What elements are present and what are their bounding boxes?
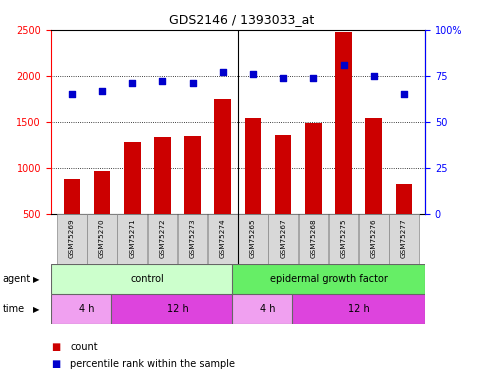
Bar: [232, 264, 425, 294]
Bar: [51, 264, 244, 294]
Bar: [275, 135, 291, 214]
Bar: [396, 184, 412, 214]
Point: [249, 71, 257, 77]
Bar: [124, 142, 141, 214]
Point: [98, 88, 106, 94]
Point: [68, 92, 76, 98]
Text: GSM75268: GSM75268: [311, 218, 316, 258]
Point: [279, 75, 287, 81]
Bar: [111, 294, 244, 324]
Text: ■: ■: [51, 342, 60, 352]
Text: agent: agent: [2, 274, 30, 284]
Bar: [94, 171, 110, 214]
Text: GSM75270: GSM75270: [99, 218, 105, 258]
Text: time: time: [2, 304, 25, 314]
Bar: [87, 214, 117, 264]
Bar: [292, 294, 425, 324]
Point: [189, 80, 197, 86]
Text: count: count: [70, 342, 98, 352]
Text: GSM75273: GSM75273: [190, 218, 196, 258]
Bar: [335, 32, 352, 214]
Bar: [64, 179, 80, 214]
Text: 12 h: 12 h: [348, 304, 369, 314]
Bar: [305, 123, 322, 214]
Bar: [117, 214, 147, 264]
Point: [128, 80, 136, 86]
Text: GSM75271: GSM75271: [129, 218, 135, 258]
Point: [400, 92, 408, 98]
Bar: [245, 118, 261, 214]
Text: ▶: ▶: [33, 305, 39, 314]
Bar: [154, 136, 170, 214]
Bar: [57, 214, 86, 264]
Text: ▶: ▶: [33, 275, 39, 284]
Bar: [148, 214, 177, 264]
Bar: [51, 294, 123, 324]
Text: GSM75274: GSM75274: [220, 218, 226, 258]
Text: 4 h: 4 h: [260, 304, 276, 314]
Text: GSM75277: GSM75277: [401, 218, 407, 258]
Bar: [329, 214, 358, 264]
Bar: [178, 214, 207, 264]
Text: GSM75267: GSM75267: [280, 218, 286, 258]
Text: GSM75265: GSM75265: [250, 218, 256, 258]
Bar: [238, 214, 268, 264]
Bar: [185, 136, 201, 214]
Text: percentile rank within the sample: percentile rank within the sample: [70, 359, 235, 369]
Bar: [232, 294, 304, 324]
Bar: [366, 118, 382, 214]
Text: 12 h: 12 h: [167, 304, 188, 314]
Point: [370, 73, 378, 79]
Text: epidermal growth factor: epidermal growth factor: [270, 274, 387, 284]
Bar: [359, 214, 388, 264]
Text: 4 h: 4 h: [79, 304, 95, 314]
Bar: [389, 214, 419, 264]
Bar: [214, 99, 231, 214]
Bar: [208, 214, 238, 264]
Point: [310, 75, 317, 81]
Point: [219, 69, 227, 75]
Text: GSM75276: GSM75276: [371, 218, 377, 258]
Text: GSM75275: GSM75275: [341, 218, 346, 258]
Text: control: control: [130, 274, 164, 284]
Bar: [269, 214, 298, 264]
Text: GSM75272: GSM75272: [159, 218, 165, 258]
Point: [340, 62, 347, 68]
Point: [158, 78, 166, 84]
Text: GDS2146 / 1393033_at: GDS2146 / 1393033_at: [169, 13, 314, 26]
Text: ■: ■: [51, 359, 60, 369]
Text: GSM75269: GSM75269: [69, 218, 75, 258]
Bar: [298, 214, 328, 264]
